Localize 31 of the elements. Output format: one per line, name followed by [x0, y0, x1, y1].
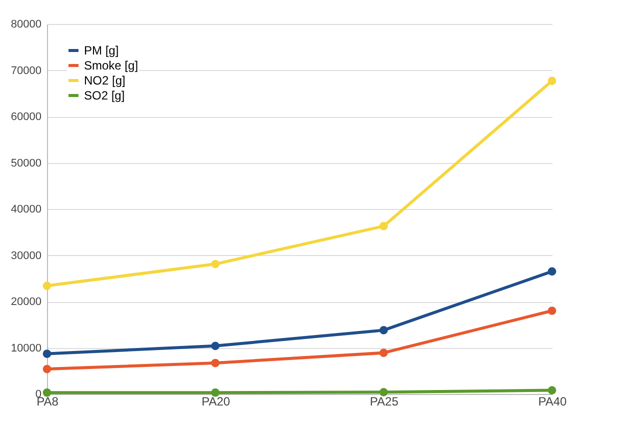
y-tick-label: 40000: [10, 204, 42, 216]
x-tick-label: PA25: [370, 394, 399, 408]
point: [548, 386, 556, 394]
legend-label: SO2 [g]: [84, 88, 125, 102]
y-tick-label: 80000: [10, 18, 42, 30]
point: [42, 282, 52, 290]
point: [211, 260, 220, 268]
point: [379, 388, 388, 396]
point: [379, 348, 388, 358]
legend-label: Smoke [g]: [84, 58, 138, 72]
point: [548, 306, 556, 315]
point: [548, 267, 556, 276]
y-tick-label: 30000: [10, 250, 42, 262]
point: [42, 388, 52, 397]
y-tick-label: 70000: [10, 64, 42, 77]
y-tick-label: 50000: [10, 157, 42, 170]
point: [211, 358, 220, 368]
point: [42, 350, 52, 358]
point: [548, 76, 556, 86]
legend-label: NO2 [g]: [84, 74, 126, 88]
x-tick-label: PA40: [538, 394, 568, 408]
legend-label: PM [g]: [84, 44, 119, 58]
y-tick-label: 10000: [10, 342, 42, 354]
point: [211, 342, 220, 350]
y-tick-label: 60000: [10, 111, 42, 123]
point: [42, 364, 52, 374]
y-tick-label: 20000: [10, 296, 42, 308]
point: [379, 326, 388, 334]
point: [211, 388, 220, 397]
x-tick-label: PA20: [202, 394, 230, 408]
point: [379, 222, 388, 230]
